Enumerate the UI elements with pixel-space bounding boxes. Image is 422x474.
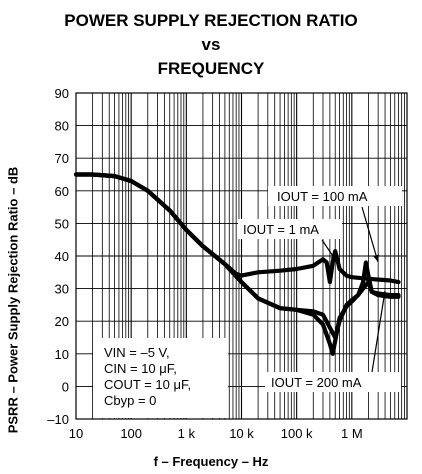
y-tick-label: 80 <box>55 119 69 134</box>
x-tick-label: 1 M <box>341 426 363 441</box>
y-tick-label: 30 <box>55 282 69 297</box>
x-tick-label: 100 k <box>281 426 313 441</box>
series-label: IOUT = 200 mA <box>271 375 362 390</box>
x-tick-label: 10 k <box>229 426 254 441</box>
chart-title-line-2: vs <box>201 35 221 54</box>
leader-arrowhead <box>373 254 379 262</box>
condition-line: Cbyp = 0 <box>104 393 156 408</box>
y-tick-label: –10 <box>47 412 69 427</box>
chart-title-line-1: POWER SUPPLY REJECTION RATIO <box>64 11 358 30</box>
series-label-bg <box>238 219 342 239</box>
x-axis-label: f – Frequency – Hz <box>153 454 269 469</box>
condition-line: COUT = 10 μF, <box>104 377 191 392</box>
x-tick-label: 100 <box>120 426 142 441</box>
x-tick-label: 10 <box>69 426 83 441</box>
condition-line: VIN = –5 V, <box>104 345 170 360</box>
condition-line: CIN = 10 μF, <box>104 361 177 376</box>
y-tick-label: 20 <box>55 314 69 329</box>
y-tick-label: 60 <box>55 184 69 199</box>
series-label-bg <box>265 372 401 392</box>
y-tick-label: 70 <box>55 151 69 166</box>
y-tick-label: 90 <box>55 86 69 101</box>
series-label: IOUT = 1 mA <box>243 222 319 237</box>
y-tick-label: 50 <box>55 216 69 231</box>
series-line-3 <box>73 172 401 356</box>
series-label: IOUT = 100 mA <box>277 189 368 204</box>
chart-title-line-3: FREQUENCY <box>157 59 265 78</box>
leader-line <box>371 290 386 373</box>
y-tick-label: 40 <box>55 249 69 264</box>
y-tick-label: 10 <box>55 347 69 362</box>
leader-arrowhead <box>380 291 387 299</box>
series-label-bg <box>268 186 402 206</box>
leader-line <box>361 206 379 263</box>
y-tick-label: 0 <box>62 379 69 394</box>
conditions-box <box>93 338 228 418</box>
leader-arrowhead <box>330 254 337 262</box>
x-tick-label: 1 k <box>178 426 196 441</box>
